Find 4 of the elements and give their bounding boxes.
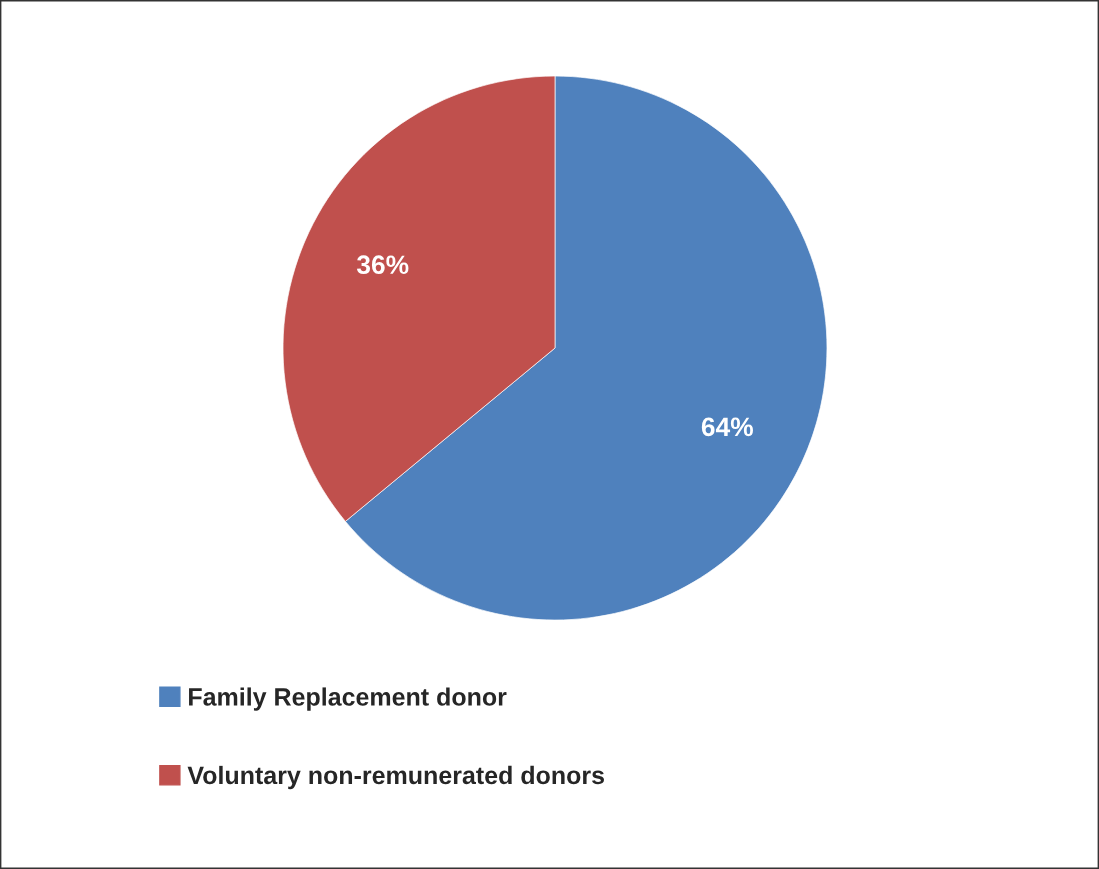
legend-label: Voluntary non-remunerated donors [187,765,604,790]
legend-label: Family Replacement donor [189,687,507,711]
data-label: 36% [356,255,409,275]
data-label: 64% [701,417,753,437]
